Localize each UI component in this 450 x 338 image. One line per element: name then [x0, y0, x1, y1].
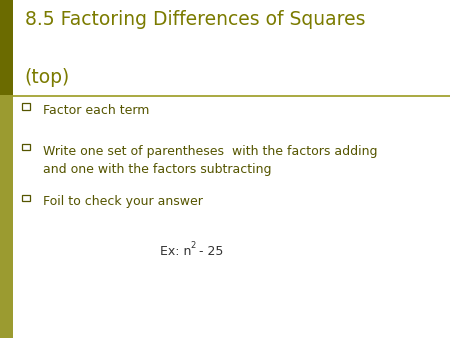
Bar — [22, 195, 30, 201]
Bar — [22, 144, 30, 150]
Text: Ex: n: Ex: n — [160, 245, 191, 258]
Text: Write one set of parentheses  with the factors adding
and one with the factors s: Write one set of parentheses with the fa… — [43, 145, 377, 176]
Bar — [22, 103, 30, 110]
Text: 2: 2 — [190, 241, 195, 250]
Text: - 25: - 25 — [195, 245, 223, 258]
Text: Factor each term: Factor each term — [43, 104, 149, 117]
Bar — [0, 95, 13, 338]
Bar — [0, 0, 13, 95]
Text: Foil to check your answer: Foil to check your answer — [43, 195, 202, 208]
Text: 8.5 Factoring Differences of Squares: 8.5 Factoring Differences of Squares — [25, 10, 365, 29]
Text: (top): (top) — [25, 68, 70, 87]
